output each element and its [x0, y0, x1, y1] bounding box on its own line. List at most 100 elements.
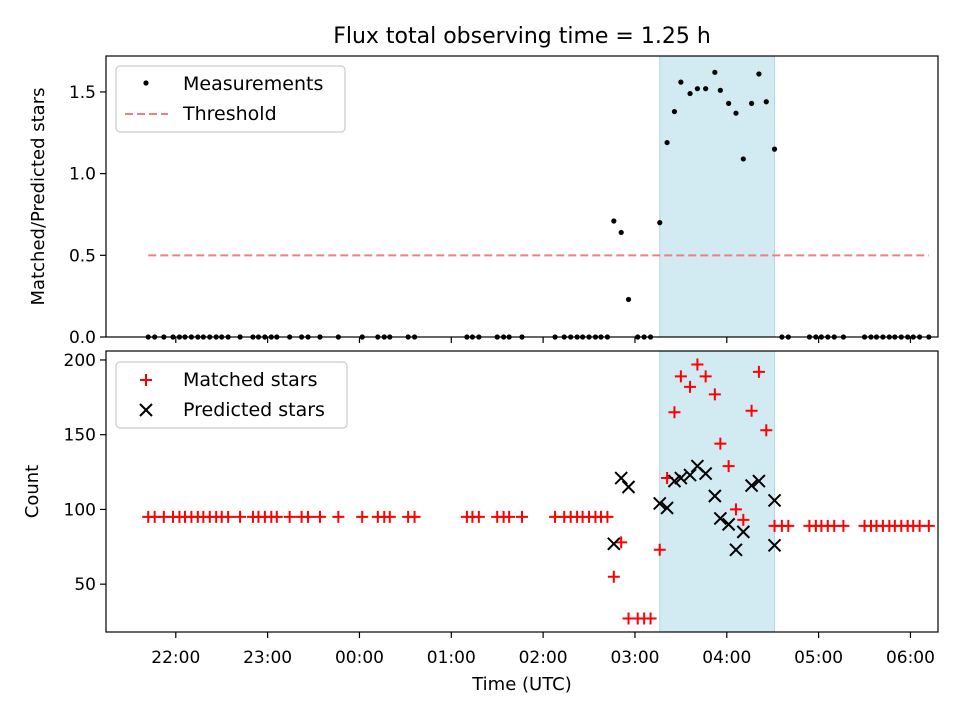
legend-marker-measurements — [143, 80, 149, 86]
measurements-point — [678, 79, 684, 85]
bottom-panel-star-counts: 50 100 150 200 22:00 23:00 00:00 01:00 02:00 03:… — [22, 350, 939, 668]
bottom-panel-frame — [105, 350, 939, 633]
top-panel-flux-ratio: 0.0 0.5 1.0 1.5 Matched/Predicted stars Mea… — [28, 55, 939, 348]
y-tick-label: 0.0 — [69, 328, 96, 348]
measurements-point — [611, 218, 617, 224]
top-panel-y-ticks: 0.0 0.5 1.0 1.5 — [69, 83, 106, 348]
y-tick-label: 0.5 — [69, 246, 96, 266]
measurements-point — [717, 87, 723, 93]
matched-stars-point — [922, 519, 935, 532]
measurements-point — [657, 220, 663, 226]
legend-label-predicted-stars: Predicted stars — [183, 399, 325, 421]
highlight-span — [659, 350, 776, 633]
matched-stars-point — [332, 510, 345, 523]
y-tick-label: 50 — [74, 575, 96, 595]
predicted-stars-point — [736, 525, 751, 539]
bottom-panel-y-label: Count — [22, 465, 43, 518]
matched-stars-point — [737, 513, 750, 526]
matched-stars-point — [708, 388, 721, 401]
top-panel-y-label: Matched/Predicted stars — [28, 88, 49, 306]
matched-stars-point — [222, 510, 235, 523]
bottom-panel-points — [142, 358, 935, 625]
measurements-point — [703, 86, 709, 92]
predicted-stars-point — [708, 489, 722, 503]
matched-stars-point — [668, 406, 681, 419]
matched-stars-point — [383, 510, 396, 523]
x-tick-label: 01:00 — [427, 648, 476, 668]
highlight-span — [659, 55, 776, 338]
measurements-point — [712, 69, 718, 75]
measurements-point — [664, 139, 670, 146]
measurements-point — [687, 90, 693, 97]
matched-stars-point — [745, 404, 758, 417]
matched-stars-point — [752, 365, 765, 378]
y-tick-label: 1.0 — [69, 165, 96, 185]
measurements-point — [748, 100, 755, 106]
matched-stars-point — [653, 543, 666, 556]
predicted-stars-point — [621, 480, 636, 494]
matched-stars-point — [270, 510, 283, 523]
predicted-stars-point — [721, 517, 736, 532]
predicted-stars-point — [767, 493, 782, 508]
measurements-point — [671, 108, 678, 115]
predicted-stars-point — [667, 474, 682, 488]
x-tick-label: 00:00 — [335, 648, 384, 668]
x-tick-label: 05:00 — [794, 648, 843, 668]
x-tick-label: 02:00 — [519, 648, 568, 668]
legend-label-matched-stars: Matched stars — [183, 369, 317, 391]
y-tick-label: 100 — [64, 500, 96, 520]
measurements-point — [740, 156, 746, 162]
matched-stars-point — [503, 510, 516, 523]
x-tick-label: 04:00 — [702, 648, 751, 668]
matched-stars-point — [516, 510, 528, 523]
x-tick-label: 06:00 — [886, 648, 935, 668]
legend-marker-matched-stars — [140, 374, 152, 386]
matched-stars-point — [615, 536, 628, 549]
bottom-panel-legend: Matched stars Predicted stars — [115, 361, 348, 429]
matched-stars-point — [714, 437, 727, 450]
y-tick-label: 200 — [64, 351, 96, 371]
matched-stars-point — [691, 358, 704, 371]
x-tick-label: 22:00 — [151, 648, 200, 668]
matched-stars-point — [601, 510, 614, 523]
measurements-point — [771, 146, 778, 152]
matched-stars-point — [472, 510, 485, 523]
bottom-panel-x-ticks: 22:00 23:00 00:00 01:00 02:00 03:00 04:00 05:00… — [151, 632, 935, 668]
measurements-point — [694, 86, 700, 92]
predicted-stars-point — [767, 538, 782, 553]
chart-title: Flux total observing time = 1.25 h — [333, 24, 711, 49]
legend-label-threshold: Threshold — [182, 103, 277, 125]
top-panel-x-ticks — [175, 337, 912, 343]
x-tick-label: 23:00 — [243, 648, 292, 668]
predicted-stars-point — [744, 478, 759, 493]
matched-stars-point — [722, 460, 735, 473]
matched-stars-point — [729, 503, 742, 516]
measurements-point — [618, 229, 624, 236]
measurements-point — [625, 296, 632, 303]
predicted-stars-point — [607, 537, 621, 551]
x-axis-label: Time (UTC) — [471, 674, 572, 695]
predicted-stars-point — [614, 471, 628, 485]
bottom-panel-y-ticks: 50 100 150 200 — [64, 351, 106, 595]
matched-stars-point — [674, 370, 687, 383]
y-tick-label: 150 — [64, 426, 96, 446]
legend-label-measurements: Measurements — [183, 73, 323, 95]
top-panel-legend: Measurements Threshold — [115, 65, 346, 133]
measurements-point — [756, 71, 762, 77]
matched-stars-point — [644, 612, 657, 625]
measurements-point — [726, 100, 732, 106]
measurements-point — [763, 99, 769, 105]
matched-stars-point — [283, 510, 296, 523]
y-tick-label: 1.5 — [69, 83, 96, 103]
predicted-stars-point — [660, 501, 674, 515]
top-panel-frame — [105, 55, 939, 338]
matched-stars-point — [760, 424, 773, 437]
predicted-stars-point — [653, 496, 667, 511]
measurements-point — [733, 110, 739, 116]
matched-stars-point — [313, 510, 326, 523]
matched-stars-point — [408, 510, 421, 523]
matched-stars-point — [302, 510, 315, 523]
predicted-stars-point — [713, 511, 728, 526]
predicted-stars-point — [729, 543, 743, 557]
